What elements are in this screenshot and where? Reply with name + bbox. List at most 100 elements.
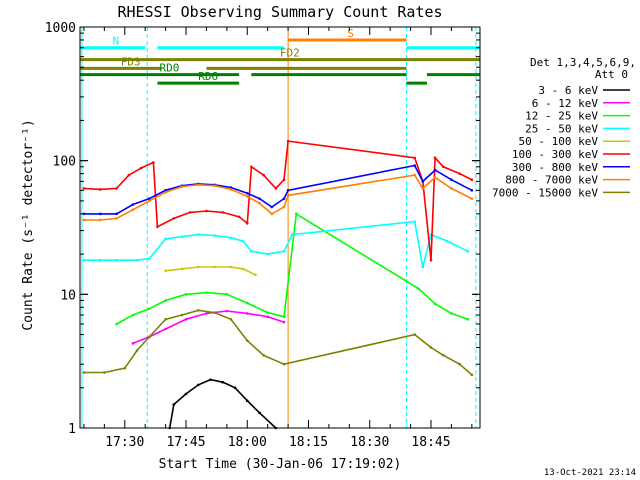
series-3-point-4: [147, 257, 151, 260]
series-6-point-10: [245, 191, 249, 195]
series-6-line: [83, 164, 473, 215]
series-5-point-0: [82, 187, 86, 190]
series-7-point-5: [164, 190, 167, 194]
series-5-point-9: [205, 209, 208, 213]
series-7-point-13: [282, 205, 286, 209]
series-5-point-1: [98, 188, 102, 191]
series-6-point-13: [282, 197, 286, 200]
legend-label-3: 25 - 50 keV: [525, 122, 598, 135]
series-5-point-23: [458, 172, 461, 175]
series-8-point-12: [282, 362, 286, 366]
series-8-point-11: [262, 353, 265, 357]
series-1-point-3: [184, 318, 188, 321]
series-3-point-9: [229, 236, 233, 240]
series-2-point-5: [205, 291, 208, 294]
x-tick-label-3: 18:15: [289, 435, 328, 450]
series-1-point-7: [266, 315, 269, 319]
series-2-point-9: [282, 315, 286, 319]
x-tick-label-1: 17:45: [166, 435, 205, 450]
x-tick-label-0: 17:30: [105, 435, 144, 450]
series-4-point-2: [196, 265, 200, 269]
plot-area: N S FD2 FD3 RD0 RD6: [79, 27, 480, 430]
state-bar-label-rd0: RD0: [159, 62, 179, 75]
series-3-point-19: [466, 249, 470, 253]
series-4-point-0: [164, 269, 167, 273]
series-8-point-10: [245, 339, 249, 342]
series-7-point-18: [450, 187, 453, 190]
series-6-point-9: [229, 186, 233, 189]
series-7-point-14: [286, 194, 290, 197]
series-7-point-1: [98, 218, 102, 222]
series-5-point-8: [188, 211, 192, 214]
series-8-point-3: [135, 349, 139, 352]
series-5-point-4: [139, 166, 143, 170]
x-axis-label: Start Time (30-Jan-06 17:19:02): [159, 457, 402, 472]
series-8-point-15: [441, 353, 445, 357]
series-0-point-5: [221, 380, 225, 384]
legend-label-5: 100 - 300 keV: [512, 148, 598, 161]
series-8-point-9: [229, 318, 233, 321]
series-4-point-6: [254, 273, 257, 277]
series-5-point-3: [127, 173, 131, 177]
series-3-point-14: [290, 233, 294, 236]
state-bar-label-s: S: [347, 27, 354, 40]
legend-header-line2: Att 0: [595, 68, 628, 81]
series-1-line: [132, 310, 285, 345]
series-8-point-4: [147, 335, 151, 339]
series-8-point-2: [123, 366, 127, 370]
series-3-point-12: [266, 252, 269, 256]
series-8-line: [83, 309, 473, 376]
series-3-point-6: [180, 235, 184, 238]
series-7-point-10: [245, 195, 249, 198]
series-7-point-9: [229, 188, 233, 191]
series-7-point-3: [131, 208, 135, 211]
series-4-point-1: [180, 267, 184, 271]
series-5-point-7: [172, 217, 176, 220]
series-5-point-12: [245, 221, 249, 225]
series-0-point-8: [258, 411, 261, 415]
legend-label-0: 3 - 6 keV: [538, 84, 598, 97]
x-tick-label-2: 18:00: [228, 435, 267, 450]
series-0-point-4: [209, 378, 212, 381]
y-tick-label-2: 100: [53, 155, 76, 170]
series-3-point-16: [421, 265, 425, 269]
series-7-point-19: [470, 197, 474, 200]
series-1-point-4: [205, 312, 208, 315]
state-bar-label-rd6: RD6: [198, 70, 218, 83]
series-8-point-13: [413, 333, 416, 336]
series-1-point-6: [245, 312, 249, 315]
series-6-point-16: [421, 180, 425, 183]
series-5-point-2: [115, 187, 118, 190]
series-1-point-2: [164, 327, 167, 331]
series-2-point-4: [184, 293, 188, 296]
series-3-point-15: [413, 220, 416, 223]
series-7-line: [83, 174, 473, 221]
series-7-point-8: [213, 184, 216, 187]
series-5-point-20: [429, 258, 433, 262]
series-8-point-14: [429, 346, 433, 349]
series-2-point-6: [225, 293, 229, 296]
series-6-point-12: [270, 205, 274, 209]
legend-header-line1: Det 1,3,4,5,6,9,: [530, 56, 636, 69]
series-6-point-19: [470, 189, 474, 192]
series-2-point-0: [115, 322, 118, 326]
series-3-point-18: [446, 239, 449, 243]
legend-label-1: 6 - 12 keV: [532, 97, 599, 110]
series-7-point-12: [270, 212, 274, 216]
legend-label-6: 300 - 800 keV: [512, 161, 598, 174]
series-8-point-5: [164, 318, 167, 321]
series-1-point-5: [225, 309, 229, 313]
series-8-point-8: [213, 311, 216, 314]
series-2-point-8: [266, 311, 269, 314]
series-4-line: [165, 266, 256, 276]
series-3-point-8: [213, 234, 216, 237]
y-tick-label-0: 1: [68, 422, 76, 437]
series-0-point-2: [184, 392, 188, 396]
series-2-point-11: [417, 287, 421, 291]
series-5-point-18: [413, 156, 416, 160]
series-6-point-1: [98, 212, 102, 216]
series-0-point-6: [233, 386, 237, 390]
series-7-point-0: [82, 218, 86, 222]
series-5-point-13: [250, 165, 253, 169]
